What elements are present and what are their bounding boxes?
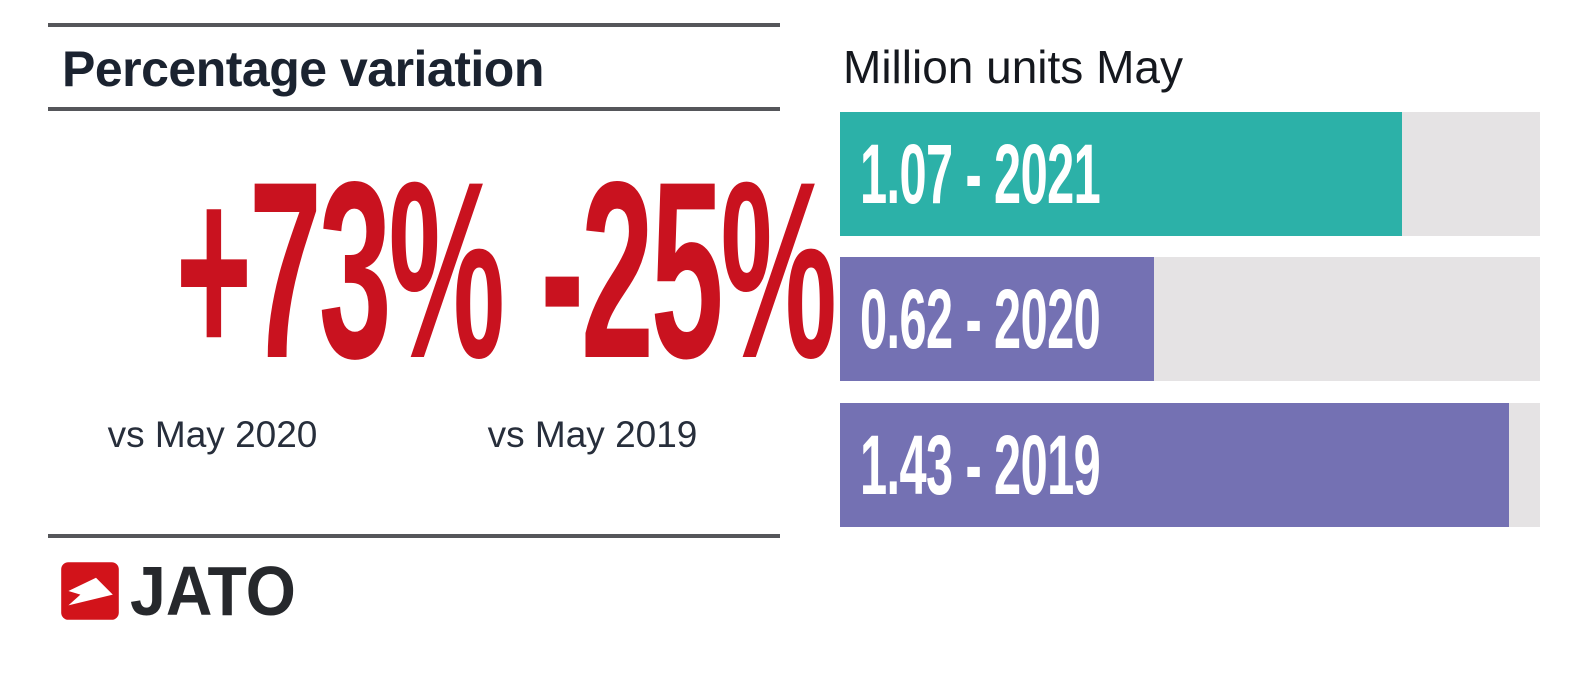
- stat-value-text: -25%: [540, 130, 837, 411]
- panel-title: Percentage variation: [62, 41, 544, 97]
- stat-value-text: +73%: [175, 130, 505, 411]
- chart-title: Million units May: [843, 41, 1183, 93]
- stat-vs-may-2020: +73% vs May 2020: [25, 145, 505, 456]
- bar-label-2021: 1.07 - 2021: [860, 127, 1101, 221]
- bar-fill-2021: 1.07 - 2021: [840, 112, 1403, 236]
- bar-row-2021: 1.07 - 2021: [840, 112, 1540, 236]
- bar-row-2019: 1.43 - 2019: [840, 403, 1540, 527]
- stat-value-2019: -25%: [405, 145, 837, 397]
- stat-caption-2019: vs May 2019: [487, 414, 698, 455]
- jato-logo: JATO: [60, 552, 310, 630]
- divider-bottom: [48, 534, 780, 538]
- divider-under-title: [48, 107, 780, 111]
- jato-arrow-icon: [60, 561, 120, 621]
- stat-value-2020: +73%: [25, 145, 505, 397]
- stat-vs-may-2019: -25% vs May 2019: [405, 145, 837, 456]
- stat-caption-2020: vs May 2020: [107, 414, 318, 455]
- bar-fill-2019: 1.43 - 2019: [840, 403, 1510, 527]
- divider-top: [48, 23, 780, 27]
- bar-label-2020: 0.62 - 2020: [860, 272, 1101, 366]
- jato-wordmark: JATO: [130, 552, 296, 630]
- bar-label-2019: 1.43 - 2019: [860, 418, 1101, 512]
- bar-fill-2020: 0.62 - 2020: [840, 257, 1154, 381]
- bar-row-2020: 0.62 - 2020: [840, 257, 1540, 381]
